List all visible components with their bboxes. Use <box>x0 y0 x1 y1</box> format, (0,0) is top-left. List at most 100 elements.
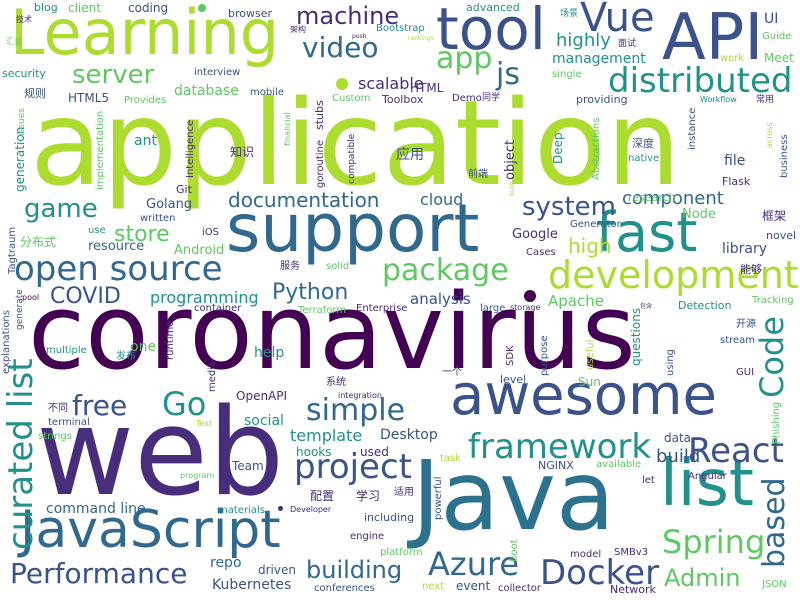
word-cloud: cloud <box>420 190 464 209</box>
word-list: list <box>660 447 754 521</box>
word-compatible: compatible <box>347 133 357 184</box>
word-file: file <box>724 153 746 169</box>
word-browser: browser <box>228 7 273 20</box>
word-next: next <box>422 581 445 592</box>
dot-2 <box>336 78 348 90</box>
word-support: support <box>226 190 480 267</box>
word-nenggou: 能够 <box>740 263 762 276</box>
word-html: HTML <box>410 81 444 95</box>
word-one: one <box>130 339 157 355</box>
word-kuangjia: 框架 <box>762 209 787 223</box>
word-intelligence: Intelligence <box>185 119 196 178</box>
word-across: across <box>765 122 774 148</box>
word-video: video <box>302 31 379 64</box>
word-providing: providing <box>576 93 628 106</box>
word-jishu: 技术 <box>16 15 32 24</box>
word-novel: novel <box>766 229 797 242</box>
word-management: management <box>552 51 646 67</box>
word-system: system <box>522 192 616 222</box>
word-guide: Guide <box>762 31 792 42</box>
word-development: development <box>548 253 799 297</box>
word-conferences: conferences <box>314 583 375 594</box>
word-fuwu: 服务 <box>280 261 300 272</box>
word-shiyong: 适用 <box>394 487 414 498</box>
word-learning: Learning <box>10 0 280 69</box>
word-native: native <box>628 153 660 164</box>
word-deep: Deep <box>551 132 565 164</box>
dot-1 <box>198 4 206 12</box>
word-gui: GUI <box>736 367 755 378</box>
word-model: model <box>570 549 602 560</box>
word-sun: Sun <box>578 375 601 389</box>
word-fabu: 发布 <box>116 351 136 362</box>
word-single: single <box>552 69 582 80</box>
word-pool: pool <box>22 293 40 302</box>
word-available: available <box>596 459 642 470</box>
word-fast: fast <box>596 201 698 264</box>
word-flask: Flask <box>722 175 751 188</box>
word-xuexi: 学习 <box>356 489 381 503</box>
word-framework: framework <box>468 427 652 467</box>
word-cases: Cases <box>526 247 556 258</box>
word-driven: driven <box>258 563 296 577</box>
word-simple: simple <box>306 393 406 428</box>
word-java: Java <box>412 440 615 552</box>
word-container: container <box>194 303 242 314</box>
word-terminal: terminal <box>48 417 90 428</box>
word-openapi: OpenAPI <box>236 389 288 403</box>
word-google: Google <box>512 227 558 242</box>
word-materials: materials <box>218 505 265 516</box>
word-stubs: stubs <box>313 100 326 130</box>
word-game: game <box>24 194 98 224</box>
word-fenbushi: 分布式 <box>20 235 57 249</box>
word-level: level <box>500 373 527 386</box>
word-desktop: Desktop <box>380 427 438 443</box>
word-network: Network <box>610 583 656 596</box>
word-performance: Performance <box>10 557 188 590</box>
word-generation: generation <box>13 126 27 192</box>
word-custom: Custom <box>332 93 371 104</box>
word-used: used <box>360 445 389 459</box>
word-curated-list: curated list <box>1 358 41 550</box>
word-text: Text <box>196 419 213 428</box>
word-explanations: explanations <box>1 310 12 374</box>
word-boot: boot <box>509 539 520 562</box>
word-machine: machine <box>296 2 400 30</box>
word-event: event <box>456 579 491 593</box>
word-social: social <box>244 413 284 429</box>
word-tool: tool <box>436 0 546 63</box>
word-using: using <box>665 348 676 376</box>
word-rankings: rankings <box>408 35 434 42</box>
word-scalable: scalable <box>358 74 424 93</box>
word-based: based <box>757 477 792 568</box>
word-blog: blog <box>34 1 58 14</box>
word-object: object <box>503 139 518 180</box>
word-implementation: implementation <box>95 110 106 190</box>
word-huizong: 汇总 <box>6 37 22 46</box>
word-purpose: purpose <box>539 335 550 376</box>
word-useful: useful <box>585 339 596 370</box>
word-enterprise: Enterprise <box>356 303 408 314</box>
word-awesome: awesome <box>450 363 718 428</box>
word-business: business <box>779 134 790 178</box>
word-detection: Detection <box>678 299 732 312</box>
word-ios: iOS <box>202 227 219 238</box>
word-building: building <box>306 556 403 584</box>
word-let: let <box>642 475 655 486</box>
word-mobile: mobile <box>250 87 284 98</box>
word-issues: issues <box>17 108 27 136</box>
word-shendu: 深度 <box>632 137 654 150</box>
word-project: project <box>294 447 413 487</box>
word-ui: UI <box>764 11 779 27</box>
word-ant: ant <box>134 133 157 149</box>
word-workflow: Workflow <box>700 95 737 104</box>
word-qianduan: 前端 <box>468 169 488 180</box>
word-package: package <box>382 253 509 288</box>
word-phishing: Phishing <box>771 401 782 444</box>
word-developer: Developer <box>290 505 332 514</box>
word-advanced: advanced <box>466 1 520 14</box>
word-toolbox: Toolbox <box>382 93 424 106</box>
word-distributed: distributed <box>608 61 793 101</box>
word-yige: 一个 <box>442 367 462 378</box>
word-golang: Golang <box>146 197 193 212</box>
